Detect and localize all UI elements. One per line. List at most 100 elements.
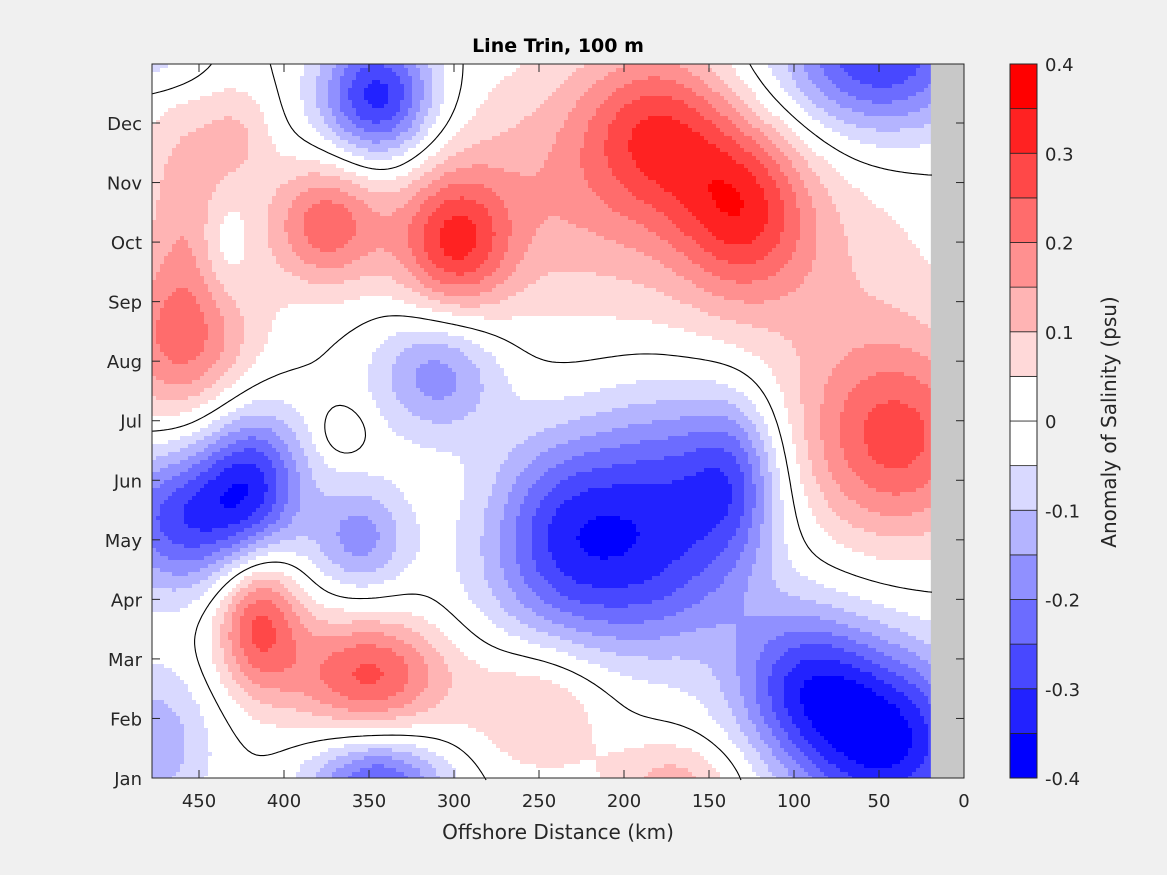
contour-cell: [300, 440, 313, 445]
contour-cell: [276, 520, 293, 525]
contour-cell: [264, 476, 277, 481]
contour-cell: [232, 484, 249, 489]
contour-cell: [616, 316, 721, 321]
contour-cell: [756, 668, 773, 673]
contour-cell: [176, 104, 261, 109]
contour-cell: [192, 432, 213, 437]
contour-cell: [784, 516, 817, 521]
contour-cell: [712, 560, 737, 565]
contour-cell: [188, 100, 257, 105]
contour-cell: [528, 492, 549, 497]
contour-cell: [300, 92, 317, 97]
contour-cell: [536, 480, 561, 485]
contour-cell: [524, 256, 653, 261]
contour-cell: [184, 736, 209, 741]
contour-cell: [480, 376, 509, 381]
contour-cell: [152, 480, 165, 485]
colorbar-tick-label: 0: [1045, 412, 1056, 433]
contour-cell: [816, 172, 841, 177]
contour-cell: [428, 216, 453, 221]
contour-cell: [192, 692, 229, 697]
contour-cell: [724, 576, 749, 581]
contour-cell: [288, 236, 309, 241]
contour-cell: [352, 672, 385, 677]
contour-cell: [400, 572, 461, 577]
contour-cell: [548, 524, 585, 529]
contour-cell: [392, 372, 417, 377]
contour-cell: [208, 468, 225, 473]
contour-cell: [164, 172, 229, 177]
contour-cell: [552, 488, 589, 493]
contour-cell: [152, 212, 157, 217]
contour-cell: [288, 180, 353, 185]
contour-cell: [840, 132, 961, 137]
contour-cell: [768, 212, 785, 217]
contour-cell: [448, 156, 549, 161]
contour-cell: [368, 252, 393, 257]
contour-cell: [252, 680, 325, 685]
contour-cell: [372, 548, 397, 553]
contour-cell: [552, 680, 649, 685]
contour-cell: [428, 156, 449, 161]
contour-cell: [908, 776, 933, 779]
contour-cell: [392, 128, 409, 133]
contour-cell: [856, 640, 889, 645]
contour-cell: [284, 612, 297, 617]
contour-cell: [864, 684, 893, 689]
contour-cell: [340, 92, 349, 97]
contour-cell: [152, 688, 189, 693]
contour-cell: [544, 220, 569, 225]
contour-cell: [420, 524, 457, 529]
contour-cell: [312, 712, 417, 717]
contour-cell: [692, 236, 717, 241]
contour-cell: [304, 212, 353, 217]
contour-cell: [760, 464, 769, 469]
contour-cell: [744, 488, 757, 493]
contour-cell: [444, 80, 501, 85]
contour-cell: [784, 512, 813, 517]
contour-cell: [692, 88, 713, 93]
contour-cell: [668, 684, 721, 689]
contour-cell: [308, 172, 321, 177]
contour-cell: [248, 536, 265, 541]
contour-cell: [232, 672, 245, 677]
contour-cell: [492, 224, 513, 229]
contour-cell: [584, 168, 613, 173]
contour-cell: [484, 100, 545, 105]
contour-cell: [696, 108, 717, 113]
contour-cell: [684, 452, 733, 457]
contour-cell: [368, 188, 401, 193]
contour-cell: [868, 484, 925, 489]
contour-cell: [428, 640, 453, 645]
contour-cell: [428, 220, 445, 225]
contour-cell: [152, 692, 193, 697]
contour-cell: [904, 676, 925, 681]
contour-cell: [732, 136, 753, 141]
contour-cell: [808, 756, 825, 761]
contour-cell: [540, 572, 565, 577]
contour-cell: [772, 696, 785, 701]
contour-cell: [652, 768, 689, 773]
contour-cell: [732, 500, 745, 505]
contour-cell: [384, 104, 401, 109]
contour-cell: [304, 260, 353, 265]
contour-cell: [704, 248, 773, 253]
contour-cell: [744, 200, 769, 205]
contour-cell: [448, 668, 489, 673]
contour-cell: [224, 336, 245, 341]
contour-cell: [468, 252, 489, 257]
contour-cell: [224, 492, 249, 497]
contour-cell: [460, 500, 489, 505]
contour-cell: [664, 292, 713, 297]
contour-cell: [824, 384, 857, 389]
contour-cell: [376, 248, 385, 253]
contour-cell: [808, 164, 833, 169]
contour-cell: [288, 480, 301, 485]
contour-cell: [412, 88, 425, 93]
contour-cell: [824, 108, 853, 113]
contour-cell: [240, 580, 253, 585]
contour-cell: [880, 512, 913, 517]
contour-cell: [236, 660, 249, 665]
contour-cell: [392, 748, 429, 753]
contour-cell: [476, 660, 589, 665]
